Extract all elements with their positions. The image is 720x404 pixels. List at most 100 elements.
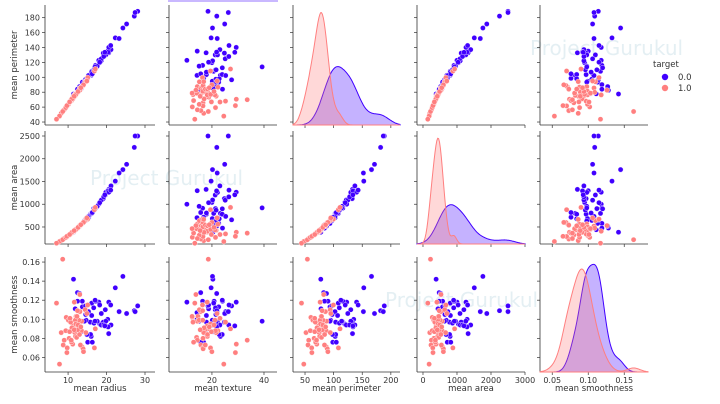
scatter-point-1.0 bbox=[335, 345, 342, 351]
scatter-point-1.0 bbox=[209, 348, 215, 355]
scatter-point-1.0 bbox=[316, 227, 322, 234]
x-tick-label: 20 bbox=[101, 376, 111, 385]
scatter-point-0.0 bbox=[433, 276, 439, 283]
scatter-point-1.0 bbox=[53, 300, 60, 306]
scatter-point-0.0 bbox=[213, 13, 220, 19]
scatter-point-1.0 bbox=[91, 345, 98, 351]
scatter-point-0.0 bbox=[196, 63, 202, 69]
y-axis-label: mean smoothness bbox=[10, 275, 20, 354]
scatter-point-0.0 bbox=[617, 166, 624, 173]
panel-mean-perimeter-vs-mean-area bbox=[414, 5, 526, 128]
scatter-point-0.0 bbox=[574, 50, 581, 56]
y-tick-label: 140 bbox=[25, 43, 40, 52]
x-tick-label: 50 bbox=[300, 376, 310, 385]
scatter-point-1.0 bbox=[325, 348, 331, 355]
scatter-point-0.0 bbox=[221, 50, 228, 56]
scatter-point-0.0 bbox=[92, 318, 98, 325]
scatter-point-1.0 bbox=[77, 291, 83, 298]
scatter-point-1.0 bbox=[74, 313, 80, 320]
scatter-point-1.0 bbox=[437, 331, 444, 338]
scatter-point-1.0 bbox=[435, 313, 442, 320]
y-tick-label: 60 bbox=[30, 103, 40, 112]
scatter-point-0.0 bbox=[347, 306, 354, 313]
scatter-point-1.0 bbox=[193, 291, 199, 298]
scatter-point-1.0 bbox=[244, 96, 250, 103]
scatter-point-0.0 bbox=[196, 203, 202, 210]
scatter-point-1.0 bbox=[432, 337, 439, 344]
scatter-point-0.0 bbox=[225, 194, 232, 200]
scatter-point-0.0 bbox=[381, 303, 388, 309]
scatter-point-1.0 bbox=[193, 87, 199, 93]
scatter-point-0.0 bbox=[350, 191, 356, 198]
scatter-point-0.0 bbox=[231, 49, 238, 56]
scatter-point-1.0 bbox=[199, 302, 206, 308]
scatter-point-0.0 bbox=[568, 71, 574, 77]
scatter-point-0.0 bbox=[580, 49, 587, 56]
scatter-point-0.0 bbox=[184, 299, 190, 305]
scatter-point-0.0 bbox=[597, 210, 604, 217]
scatter-point-1.0 bbox=[191, 116, 198, 122]
scatter-point-0.0 bbox=[213, 188, 220, 194]
scatter-point-0.0 bbox=[96, 59, 103, 66]
scatter-point-1.0 bbox=[434, 93, 441, 100]
scatter-point-0.0 bbox=[205, 199, 212, 206]
scatter-point-1.0 bbox=[436, 307, 443, 314]
scatter-point-1.0 bbox=[66, 231, 73, 238]
x-tick-label: 0.10 bbox=[579, 376, 597, 385]
scatter-point-0.0 bbox=[213, 49, 220, 55]
scatter-point-1.0 bbox=[579, 84, 586, 91]
scatter-point-0.0 bbox=[480, 25, 486, 31]
y-tick-label: 180 bbox=[25, 14, 40, 23]
scatter-point-1.0 bbox=[227, 204, 234, 211]
scatter-point-0.0 bbox=[88, 312, 95, 319]
scatter-point-1.0 bbox=[201, 96, 207, 102]
scatter-point-1.0 bbox=[450, 345, 456, 351]
scatter-point-0.0 bbox=[98, 310, 105, 317]
scatter-point-1.0 bbox=[75, 88, 81, 95]
scatter-point-0.0 bbox=[203, 186, 209, 193]
scatter-point-1.0 bbox=[217, 231, 223, 238]
scatter-point-0.0 bbox=[368, 273, 375, 280]
scatter-point-1.0 bbox=[575, 216, 582, 223]
scatter-point-0.0 bbox=[617, 25, 624, 31]
x-tick-label: 2000 bbox=[481, 376, 501, 385]
scatter-point-0.0 bbox=[480, 273, 486, 280]
scatter-point-1.0 bbox=[208, 99, 215, 105]
scatter-point-1.0 bbox=[586, 99, 592, 105]
scatter-point-0.0 bbox=[217, 183, 223, 189]
scatter-point-1.0 bbox=[194, 107, 201, 113]
scatter-point-1.0 bbox=[191, 300, 198, 306]
scatter-point-0.0 bbox=[210, 300, 217, 306]
scatter-point-0.0 bbox=[591, 144, 598, 151]
scatter-point-0.0 bbox=[214, 170, 220, 176]
scatter-point-1.0 bbox=[598, 92, 605, 98]
scatter-point-0.0 bbox=[226, 302, 232, 308]
scatter-point-1.0 bbox=[212, 317, 218, 324]
scatter-point-1.0 bbox=[577, 93, 584, 100]
y-tick-label: 40 bbox=[30, 118, 40, 127]
scatter-point-1.0 bbox=[71, 227, 77, 234]
scatter-point-0.0 bbox=[233, 299, 239, 305]
scatter-point-0.0 bbox=[380, 308, 387, 315]
scatter-point-1.0 bbox=[197, 227, 203, 234]
scatter-point-1.0 bbox=[233, 341, 240, 347]
scatter-point-1.0 bbox=[443, 302, 449, 308]
scatter-point-0.0 bbox=[333, 339, 340, 346]
kde-curve-1.0 bbox=[539, 268, 649, 373]
scatter-point-0.0 bbox=[107, 42, 114, 49]
scatter-point-0.0 bbox=[116, 170, 122, 176]
scatter-point-0.0 bbox=[596, 42, 602, 49]
scatter-point-1.0 bbox=[438, 84, 445, 91]
scatter-point-0.0 bbox=[461, 306, 467, 313]
scatter-point-0.0 bbox=[455, 302, 461, 308]
scatter-point-0.0 bbox=[355, 187, 361, 193]
scatter-point-1.0 bbox=[189, 90, 195, 96]
y-tick-label: 120 bbox=[25, 58, 40, 67]
y-tick-label: 500 bbox=[25, 223, 40, 232]
scatter-point-0.0 bbox=[228, 77, 235, 83]
scatter-point-0.0 bbox=[123, 310, 130, 317]
x-axis-label: mean area bbox=[448, 384, 494, 394]
kde-curve-0.0 bbox=[416, 204, 526, 245]
scatter-point-1.0 bbox=[244, 337, 250, 344]
scatter-point-0.0 bbox=[592, 192, 599, 198]
